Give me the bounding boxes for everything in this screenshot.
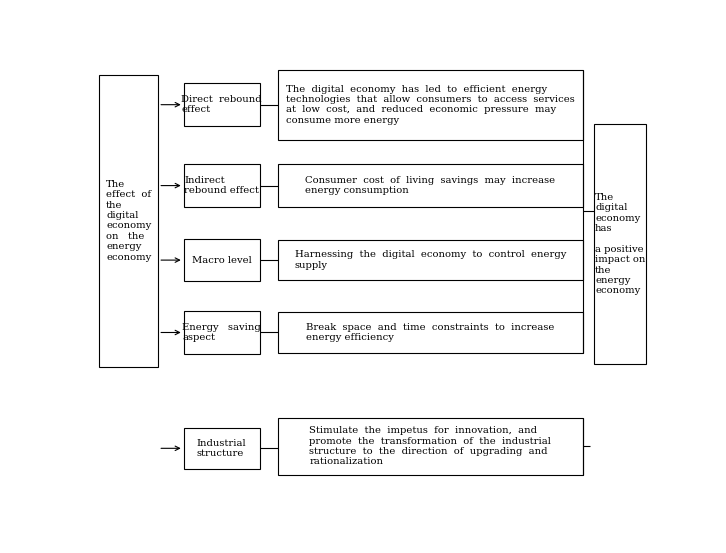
Text: The
digital
economy
has

a positive
impact on
the
energy
economy: The digital economy has a positive impac… bbox=[595, 193, 645, 295]
Text: The
effect  of
the
digital
economy
on   the
energy
economy: The effect of the digital economy on the… bbox=[106, 180, 151, 262]
Text: Break  space  and  time  constraints  to  increase
energy efficiency: Break space and time constraints to incr… bbox=[306, 323, 555, 342]
Text: Stimulate  the  impetus  for  innovation,  and
promote  the  transformation  of : Stimulate the impetus for innovation, an… bbox=[309, 426, 551, 467]
Text: Consumer  cost  of  living  savings  may  increase
energy consumption: Consumer cost of living savings may incr… bbox=[305, 176, 555, 195]
FancyBboxPatch shape bbox=[277, 240, 583, 280]
FancyBboxPatch shape bbox=[184, 429, 260, 469]
FancyBboxPatch shape bbox=[184, 84, 260, 126]
Text: Energy   saving
aspect: Energy saving aspect bbox=[182, 323, 261, 342]
FancyBboxPatch shape bbox=[277, 164, 583, 207]
FancyBboxPatch shape bbox=[184, 164, 260, 207]
FancyBboxPatch shape bbox=[184, 311, 260, 354]
FancyBboxPatch shape bbox=[595, 124, 646, 364]
Text: Harnessing  the  digital  economy  to  control  energy
supply: Harnessing the digital economy to contro… bbox=[295, 251, 566, 270]
FancyBboxPatch shape bbox=[99, 75, 158, 367]
Text: Industrial
structure: Industrial structure bbox=[197, 439, 246, 458]
Text: Direct  rebound
effect: Direct rebound effect bbox=[182, 95, 262, 114]
FancyBboxPatch shape bbox=[184, 239, 260, 281]
FancyBboxPatch shape bbox=[277, 70, 583, 140]
FancyBboxPatch shape bbox=[277, 312, 583, 353]
Text: Macro level: Macro level bbox=[192, 255, 251, 264]
Text: Indirect
rebound effect: Indirect rebound effect bbox=[184, 176, 259, 195]
FancyBboxPatch shape bbox=[277, 418, 583, 475]
Text: The  digital  economy  has  led  to  efficient  energy
technologies  that  allow: The digital economy has led to efficient… bbox=[286, 85, 575, 125]
